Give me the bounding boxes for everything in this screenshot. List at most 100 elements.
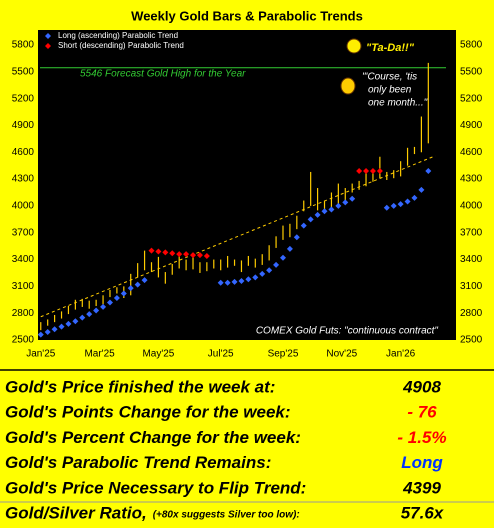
- row-label: Gold's Price finished the week at:: [5, 377, 275, 396]
- y2-tick-label: 4900: [460, 120, 483, 131]
- trend-marker: [120, 290, 127, 297]
- trend-marker: [190, 252, 197, 259]
- trend-marker: [155, 248, 162, 255]
- forecast-label: 5546 Forecast Gold High for the Year: [80, 68, 246, 79]
- trend-marker: [356, 168, 363, 175]
- x-tick-label: Mar'25: [84, 349, 115, 360]
- row-label: Gold's Price Necessary to Flip Trend:: [5, 478, 306, 497]
- row-value: 4399: [402, 478, 441, 497]
- trend-marker: [376, 168, 383, 175]
- y-tick-label: 5200: [12, 93, 35, 104]
- trend-marker: [335, 202, 342, 209]
- trend-marker: [106, 299, 113, 306]
- y2-tick-label: 5200: [460, 93, 483, 104]
- trend-marker: [293, 234, 300, 241]
- trend-marker: [51, 326, 58, 333]
- legend-label: Short (descending) Parabolic Trend: [58, 41, 184, 50]
- trend-marker: [196, 252, 203, 259]
- trend-marker: [404, 198, 411, 205]
- trend-marker: [183, 251, 190, 258]
- trend-marker: [65, 320, 72, 327]
- legend-marker: [45, 43, 51, 49]
- x-tick-label: Jul'25: [208, 349, 234, 360]
- y-tick-label: 5500: [12, 66, 35, 77]
- row-label: Gold/Silver Ratio,: [5, 503, 147, 522]
- trend-marker: [286, 245, 293, 252]
- row-value: - 76: [407, 403, 437, 422]
- legend-marker: [45, 33, 51, 39]
- y2-tick-label: 5800: [460, 40, 483, 51]
- trend-marker: [342, 199, 349, 206]
- bee-icon: [340, 77, 356, 95]
- trend-marker: [44, 328, 51, 335]
- trend-marker: [231, 278, 238, 285]
- trend-marker: [397, 201, 404, 208]
- trend-marker: [141, 277, 148, 284]
- y-tick-label: 5800: [12, 40, 35, 51]
- trend-marker: [127, 285, 134, 292]
- trend-marker: [203, 252, 210, 259]
- trend-marker: [217, 279, 224, 286]
- row-label: Gold's Points Change for the week:: [5, 403, 291, 422]
- trend-marker: [314, 211, 321, 218]
- annotation: "Ta-Da!!": [366, 42, 415, 54]
- x-tick-label: Jan'25: [26, 349, 56, 360]
- trend-marker: [113, 294, 120, 301]
- y2-tick-label: 5500: [460, 66, 483, 77]
- row-value: 57.6x: [401, 503, 445, 522]
- y2-tick-label: 4000: [460, 201, 483, 212]
- y-tick-label: 4300: [12, 174, 35, 185]
- row-label: Gold's Parabolic Trend Remains:: [5, 453, 271, 472]
- trend-marker: [176, 251, 183, 258]
- y-tick-label: 3400: [12, 254, 35, 265]
- y2-tick-label: 3400: [460, 254, 483, 265]
- trend-marker: [300, 222, 307, 229]
- trend-marker: [134, 281, 141, 288]
- y2-tick-label: 2500: [460, 335, 483, 346]
- y-tick-label: 4600: [12, 147, 35, 158]
- trend-marker: [279, 254, 286, 261]
- trend-marker: [93, 307, 100, 314]
- trend-marker: [100, 303, 107, 310]
- trend-line: [40, 155, 436, 318]
- chart-title: Weekly Gold Bars & Parabolic Trends: [131, 8, 363, 23]
- trend-marker: [169, 250, 176, 257]
- trend-marker: [390, 202, 397, 209]
- x-tick-label: Sep'25: [268, 349, 299, 360]
- trend-marker: [363, 168, 370, 175]
- annotation: only been: [368, 85, 412, 96]
- trend-marker: [321, 208, 328, 215]
- y-tick-label: 3700: [12, 227, 35, 238]
- trend-marker: [307, 216, 314, 223]
- x-tick-label: Nov'25: [326, 349, 357, 360]
- trend-marker: [383, 204, 390, 211]
- y2-tick-label: 3100: [460, 281, 483, 292]
- trend-marker: [245, 276, 252, 283]
- y-tick-label: 4900: [12, 120, 35, 131]
- trend-marker: [425, 168, 432, 175]
- y-tick-label: 2500: [12, 335, 35, 346]
- annotation: "'Course, 'tis: [362, 72, 417, 83]
- trend-marker: [266, 267, 273, 274]
- row-note: (+80x suggests Silver too low):: [153, 510, 300, 521]
- trend-marker: [86, 311, 93, 318]
- y2-tick-label: 3700: [460, 227, 483, 238]
- row-label: Gold's Percent Change for the week:: [5, 428, 301, 447]
- trend-marker: [349, 195, 356, 202]
- trend-marker: [79, 314, 86, 321]
- source-note: COMEX Gold Futs: "continuous contract": [256, 326, 439, 337]
- row-value: Long: [401, 453, 443, 472]
- legend-label: Long (ascending) Parabolic Trend: [58, 31, 178, 40]
- row-value: - 1.5%: [397, 428, 446, 447]
- trend-marker: [252, 274, 259, 281]
- trend-marker: [58, 323, 65, 330]
- trend-marker: [238, 278, 245, 284]
- y-tick-label: 4000: [12, 201, 35, 212]
- smiley-icon: [346, 38, 362, 54]
- trend-marker: [369, 168, 376, 175]
- trend-marker: [418, 186, 425, 193]
- trend-marker: [72, 318, 79, 325]
- trend-marker: [148, 247, 155, 254]
- y2-tick-label: 4300: [460, 174, 483, 185]
